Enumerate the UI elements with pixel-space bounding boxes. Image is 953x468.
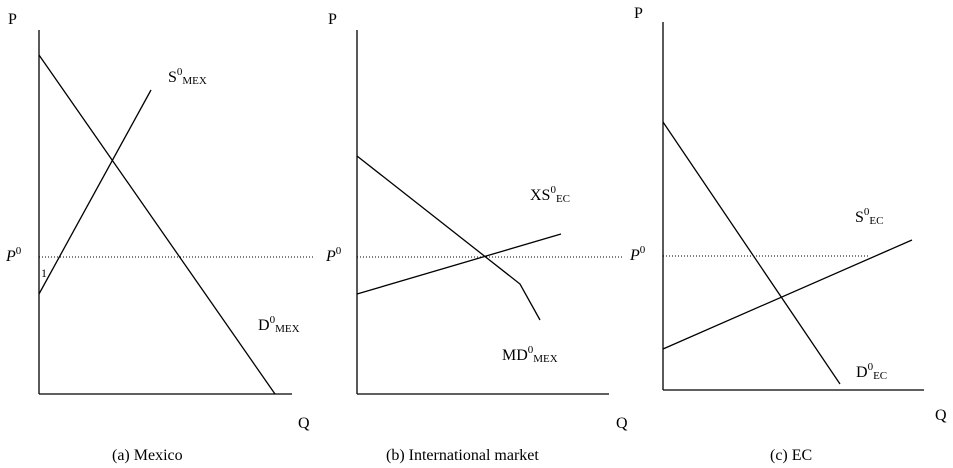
- ec-price-label: P0: [629, 244, 646, 264]
- mexico-caption: (a) Mexico: [112, 447, 183, 464]
- ec-demand-curve: [662, 121, 841, 385]
- mexico-point-label: 1: [41, 266, 47, 280]
- intl-price-label: P0: [325, 245, 342, 265]
- mexico-x-axis-label: Q: [298, 415, 310, 432]
- mexico-demand-curve: [38, 54, 276, 395]
- ec-caption: (c) EC: [770, 447, 812, 464]
- intl-caption: (b) International market: [386, 447, 539, 464]
- ec-demand-label: D0EC: [856, 361, 887, 382]
- mexico-supply-curve: [38, 89, 152, 295]
- intl-import-demand-label: MD0MEX: [502, 344, 558, 365]
- ec-supply-label: S0EC: [855, 206, 883, 227]
- ec-y-axis-label: P: [634, 5, 643, 22]
- panel-mexico: P Q P0 1 S0MEX D0MEX (a) Mexico: [5, 11, 315, 464]
- mexico-demand-label: D0MEX: [258, 314, 300, 335]
- intl-export-supply-label: XS0EC: [530, 184, 570, 205]
- ec-supply-curve: [662, 239, 913, 350]
- intl-y-axis-label: P: [328, 11, 337, 28]
- intl-export-supply-curve: [356, 233, 562, 295]
- mexico-supply-label: S0MEX: [168, 66, 207, 87]
- intl-x-axis-label: Q: [616, 415, 628, 432]
- ec-x-axis-label: Q: [935, 407, 947, 424]
- panel-ec: P Q P0 S0EC D0EC (c) EC: [629, 5, 947, 464]
- intl-import-demand-curve: [356, 155, 541, 321]
- mexico-y-axis-label: P: [8, 11, 17, 28]
- panel-international-market: P Q P0 XS0EC MD0MEX (b) International ma…: [325, 11, 628, 464]
- mexico-price-label: P0: [5, 245, 22, 265]
